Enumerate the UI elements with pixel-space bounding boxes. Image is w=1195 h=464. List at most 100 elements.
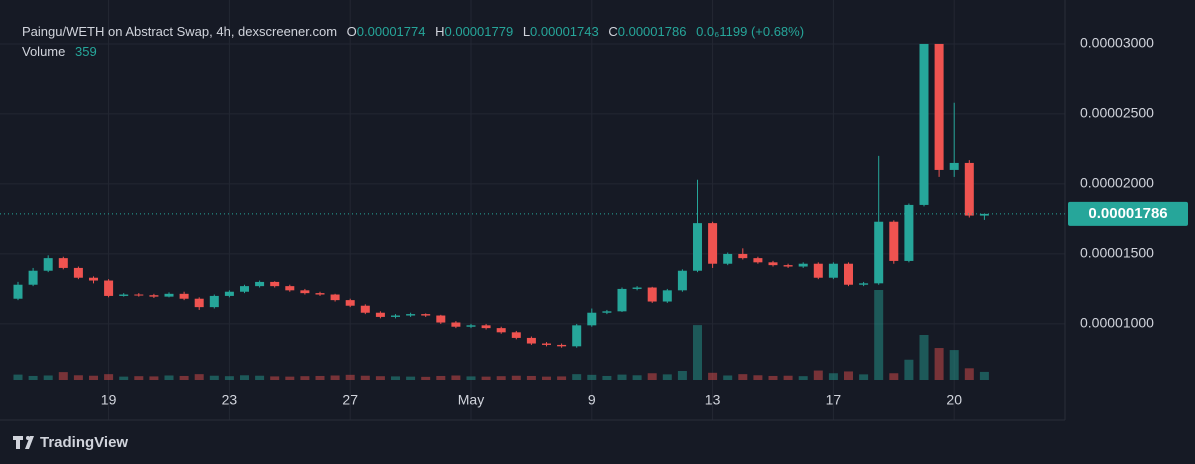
volume-bar [149, 376, 159, 380]
volume-bar [904, 359, 914, 380]
volume-bar [798, 376, 808, 380]
candle-body [43, 258, 53, 271]
candle-body [134, 294, 144, 296]
volume-bar [451, 375, 461, 380]
volume-bar [662, 374, 672, 380]
volume-bar [708, 372, 718, 380]
title: Paingu/WETH on Abstract Swap, 4h, dexscr… [22, 24, 337, 39]
candle-body [391, 315, 400, 317]
candle-body [300, 290, 310, 294]
volume-bar [738, 374, 748, 380]
volume-value: 359 [75, 44, 97, 59]
volume-header: Volume 359 [22, 44, 97, 59]
y-tick-label: 0.00002000 [1080, 175, 1154, 191]
x-tick-label: 23 [222, 392, 238, 408]
volume-bar [164, 375, 174, 380]
volume-bar [89, 375, 98, 380]
candle-body [934, 43, 944, 170]
volume-bar [859, 374, 869, 380]
high-value: 0.00001779 [445, 24, 514, 39]
volume-bar [300, 376, 310, 380]
x-tick-label: 13 [705, 392, 721, 408]
volume-bar [768, 375, 778, 380]
volume-bar [934, 348, 944, 380]
x-tick-label: 27 [342, 392, 358, 408]
volume-bar [285, 376, 295, 380]
volume-bar [330, 375, 340, 380]
volume-bar [542, 376, 551, 380]
y-tick-label: 0.00002500 [1080, 105, 1154, 121]
y-tick-label: 0.00001500 [1080, 245, 1154, 261]
candle-body [330, 294, 340, 301]
h-letter: H [435, 24, 444, 39]
x-tick-label: 17 [826, 392, 842, 408]
volume-bar [496, 376, 506, 380]
candle-body [436, 315, 446, 323]
candle-body [557, 344, 567, 347]
volume-bar [375, 376, 385, 380]
low-value: 0.00001743 [530, 24, 599, 39]
volume-bar [874, 290, 884, 380]
volume-bar [436, 375, 446, 380]
candle-body [164, 293, 174, 297]
x-tick-label: 9 [588, 392, 596, 408]
candle-body [360, 305, 370, 313]
volume-label: Volume [22, 44, 65, 59]
volume-bar [270, 376, 280, 380]
volume-bar [526, 375, 536, 380]
candle-body [89, 277, 98, 281]
candle-body [798, 263, 808, 267]
volume-bar [360, 375, 370, 380]
candle-body [647, 287, 657, 302]
last-price-label: 0.00001786 [1088, 205, 1167, 222]
candle-body [466, 325, 476, 327]
candle-body [813, 263, 823, 278]
last-price-box [1068, 201, 1188, 226]
candle-body [602, 311, 612, 313]
volume-bar [572, 374, 582, 380]
candle-body [738, 253, 748, 259]
volume-bar [949, 350, 959, 380]
candle-body [572, 325, 582, 347]
candle-body [375, 312, 385, 317]
candle-body [255, 281, 265, 287]
volume-bar [224, 376, 234, 380]
logo-dot [26, 436, 30, 440]
brand-logo [13, 436, 34, 449]
x-tick-label: May [458, 392, 484, 408]
candle-body [119, 294, 129, 296]
volume-bar [844, 371, 853, 380]
y-tick-label: 0.00003000 [1080, 35, 1154, 51]
volume-bar [783, 375, 793, 380]
candle-body [889, 221, 899, 261]
candle-body [149, 295, 159, 297]
volume-bar [602, 375, 612, 380]
candle-body [632, 287, 642, 289]
volume-bar [632, 375, 642, 380]
candle-body [421, 314, 431, 316]
volume-bar [345, 374, 355, 380]
candle-body [240, 286, 249, 292]
volume-bar [194, 374, 204, 380]
candle-body [587, 312, 597, 326]
candle-body [844, 263, 853, 285]
candle-body [209, 295, 219, 308]
o-letter: O [347, 24, 357, 39]
candle-body [662, 290, 672, 302]
candle-body [451, 322, 461, 327]
volume-bar [723, 375, 733, 380]
candle-body [708, 223, 718, 264]
candle-body [693, 223, 702, 271]
candle-body [949, 162, 959, 170]
candle-body [526, 337, 536, 344]
candle-body [315, 293, 325, 295]
volume-bar [255, 375, 265, 380]
volume-bar [753, 375, 763, 380]
c-letter: C [608, 24, 617, 39]
candle-body [224, 291, 234, 296]
volume-bar [179, 375, 189, 380]
candle-body [496, 328, 506, 333]
volume-bar [73, 375, 83, 380]
